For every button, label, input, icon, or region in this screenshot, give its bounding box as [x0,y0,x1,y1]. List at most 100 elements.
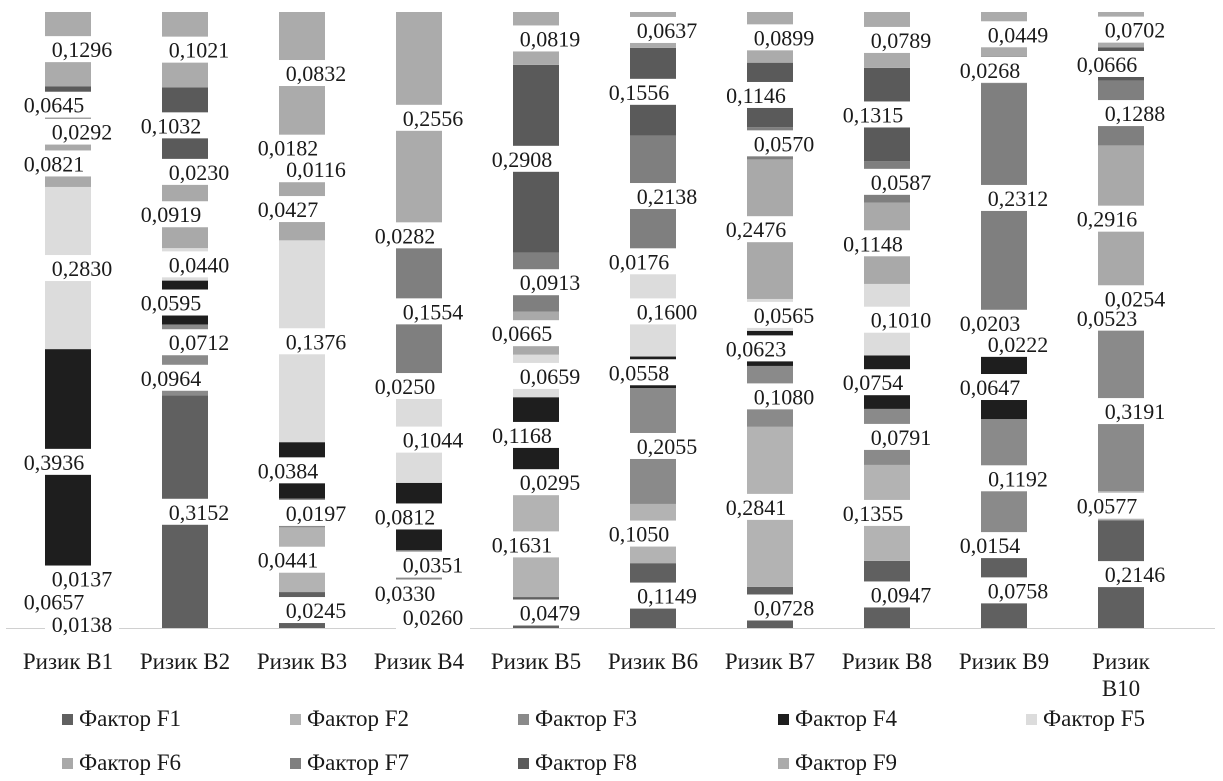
data-label-bg [953,532,1027,559]
data-label-bg [1098,285,1172,312]
legend-swatch [290,713,301,725]
legend-swatch [518,713,529,725]
data-label-bg [279,499,353,526]
data-label: 0,1044 [396,426,470,453]
data-label-text: 0,1044 [403,428,464,453]
data-label-text: 0,1376 [286,329,347,354]
data-label-text: 0,0712 [169,330,230,355]
legend-label: Фактор F8 [535,750,638,775]
data-label: 0,0441 [251,546,325,573]
data-label-bg [368,222,442,249]
data-label-bg [162,251,236,278]
data-label: 0,2916 [1070,205,1144,232]
data-label: 0,0919 [134,201,208,228]
data-label-text: 0,0819 [520,26,581,51]
data-label-bg [1070,50,1144,77]
data-label-text: 0,0913 [520,270,581,295]
data-label-bg [396,104,470,131]
data-label-text: 0,2476 [726,217,787,242]
data-label-bg [953,56,1027,83]
data-label-bg [981,184,1055,211]
data-label-bg [162,36,236,63]
data-label-text: 0,0230 [169,160,230,185]
legend-swatch [778,757,789,769]
data-label: 0,2841 [719,493,793,520]
data-label-bg [368,373,442,400]
data-label-bg [45,36,119,63]
data-label-bg [836,369,910,396]
data-label-bg [719,81,793,108]
data-label-bg [1098,398,1172,425]
data-label-text: 0,0137 [52,567,113,592]
data-label-text: 0,1192 [988,466,1048,491]
data-label: 0,0250 [368,373,442,400]
data-label-bg [162,158,236,185]
data-label-text: 0,0245 [286,598,347,623]
data-label: 0,0565 [747,301,821,328]
data-label-bg [981,577,1055,604]
data-label-text: 0,0222 [988,332,1049,357]
data-label: 0,2146 [1098,561,1172,588]
data-label-bg [747,301,821,328]
data-label: 0,1376 [279,328,353,355]
x-tick-label: B10 [1102,676,1140,700]
data-label-text: 0,0449 [988,22,1049,47]
data-label-text: 0,2916 [1077,207,1138,232]
x-tick-label: Ризик [1092,649,1150,674]
data-label: 0,0116 [279,156,353,183]
data-label-bg [17,91,91,118]
data-label: 0,1010 [864,306,938,333]
data-label: 0,1080 [747,383,821,410]
data-label-text: 0,2556 [403,106,464,131]
data-label-bg [719,216,793,243]
data-label-text: 0,1149 [637,584,697,609]
data-label: 0,0623 [719,335,793,362]
legend-item: Фактор F4 [778,706,897,732]
x-tick-label: Ризик B6 [608,649,698,674]
data-label: 0,0659 [513,362,587,389]
data-label-bg [396,551,470,578]
data-label: 0,0577 [1070,492,1144,519]
data-label: 0,1554 [396,298,470,325]
data-label-text: 0,0899 [754,25,815,50]
data-label: 0,0645 [17,91,91,118]
data-label-text: 0,0268 [960,58,1021,83]
data-label-text: 0,1600 [637,299,698,324]
data-label-bg [602,520,676,547]
data-label-text: 0,0728 [754,595,815,620]
legend-label: Фактор F3 [535,706,638,731]
data-label-text: 0,1631 [492,532,553,557]
data-label-text: 0,0789 [871,28,932,53]
data-label-text: 0,1168 [492,423,552,448]
data-label-bg [1098,16,1172,43]
legend: Фактор F1 Фактор F2 Фактор F3 Фактор F4 Факт… [0,700,1223,781]
data-label: 0,0176 [602,248,676,275]
data-label: 0,2830 [45,255,119,281]
x-tick-label: Ризик B8 [842,649,932,674]
data-label: 0,1146 [719,81,793,108]
data-label-bg [134,364,208,391]
data-label-text: 0,0351 [403,553,464,578]
data-label: 0,1600 [630,298,704,325]
data-label-bg [953,309,1027,336]
data-label: 0,0260 [396,604,470,631]
legend-item: Фактор F1 [62,706,181,732]
data-label-bg [162,329,236,356]
data-label-text: 0,0295 [520,470,581,495]
data-label-bg [747,24,821,51]
data-label: 0,1050 [602,520,676,547]
data-label: 0,0197 [279,499,353,526]
data-label-text: 0,0666 [1077,52,1138,77]
data-label-text: 0,0821 [24,151,85,176]
data-label: 0,0712 [162,329,236,356]
data-label-text: 0,0647 [960,375,1021,400]
data-label-text: 0,0384 [258,458,319,483]
data-label: 0,0230 [162,158,236,185]
data-label-bg [485,320,559,347]
data-label: 0,0282 [368,222,442,249]
x-tick-label: Ризик B1 [23,649,113,674]
data-label-text: 0,0138 [52,612,113,637]
data-label-bg [162,498,236,525]
data-label-text: 0,0282 [375,223,436,248]
legend-item: Фактор F6 [62,750,181,776]
